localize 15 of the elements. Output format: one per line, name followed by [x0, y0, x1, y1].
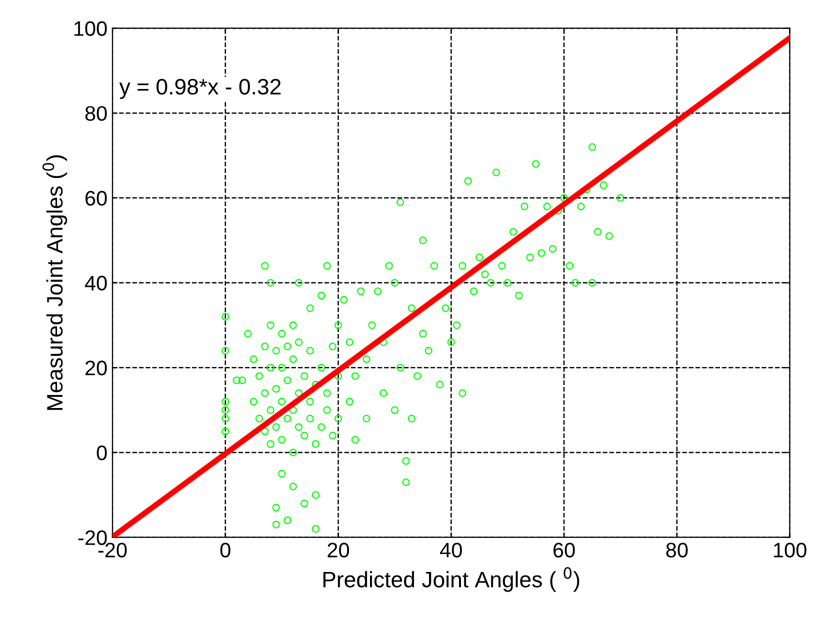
y-tick-label: 60	[86, 190, 107, 206]
y-tick-label: 80	[85, 106, 107, 121]
x-tick-label: 100	[774, 542, 806, 558]
x-tick-label: 20	[328, 542, 350, 558]
x-tick-label: 80	[666, 542, 688, 558]
y-tick-label: 40	[84, 276, 107, 291]
y-tick-label: 0	[96, 445, 107, 460]
x-tick-label: 60	[554, 542, 575, 558]
y-axis-title: Measured Joint Angles ($^{0}$)	[42, 155, 68, 410]
annotation: y = 0.98*x - 0.32	[119, 78, 281, 100]
y-tick-label: 100	[74, 21, 107, 36]
x-axis-title: Predicted Joint Angles ( $^{0}$)	[323, 567, 580, 592]
y-tick-label: 20	[85, 360, 107, 376]
x-tick-label: 40	[440, 542, 462, 558]
x-tick-label: 0	[220, 542, 230, 558]
